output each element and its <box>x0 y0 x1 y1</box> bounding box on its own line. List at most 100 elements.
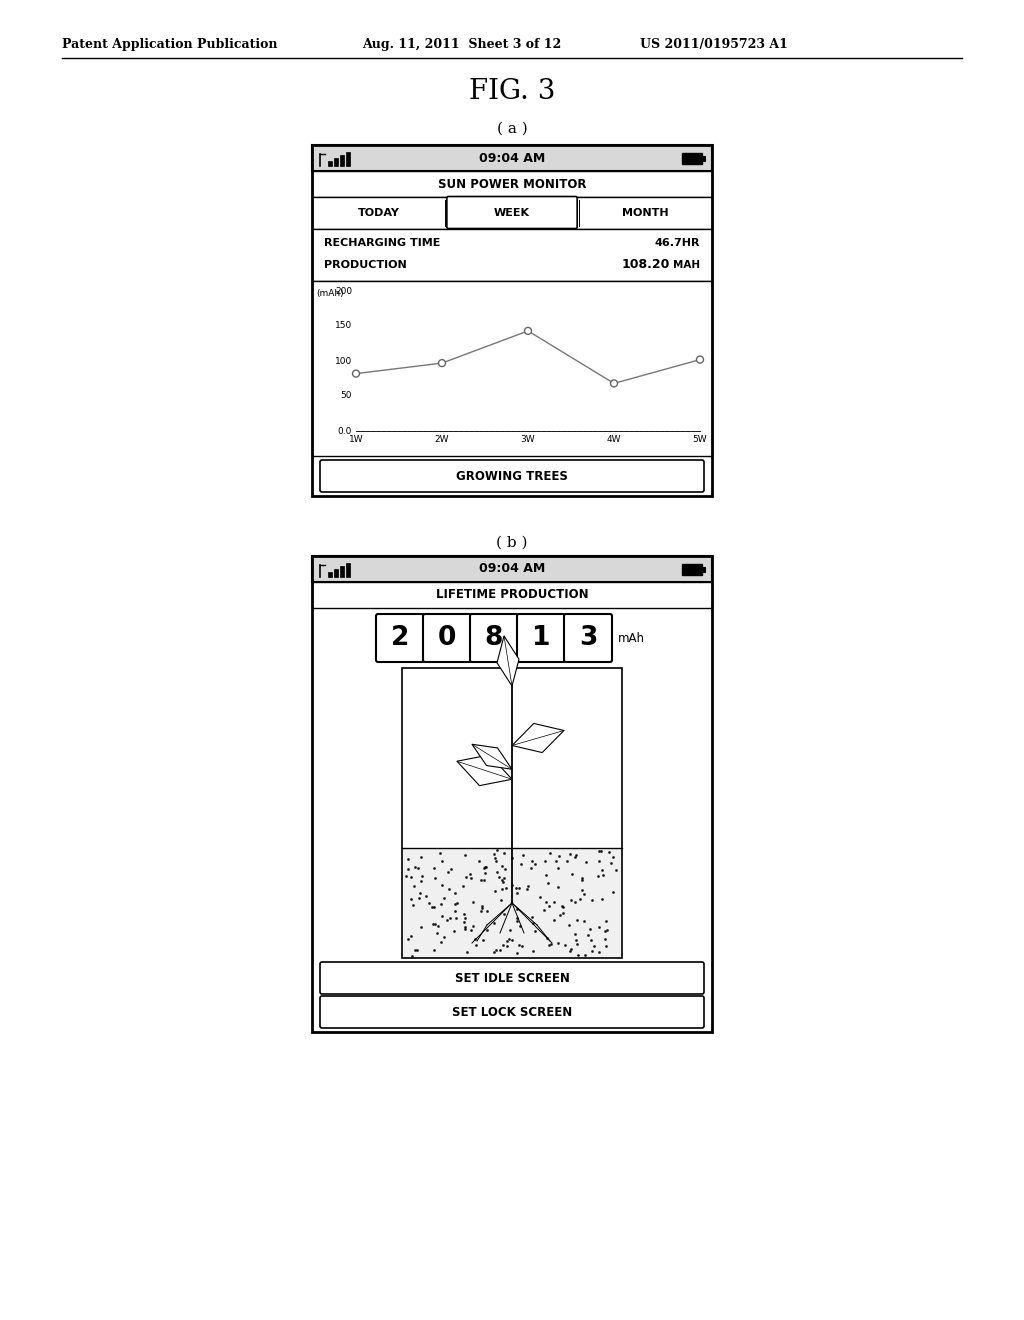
Text: 150: 150 <box>335 322 352 330</box>
Point <box>473 900 489 921</box>
Circle shape <box>610 380 617 387</box>
Point <box>487 850 504 871</box>
Text: (mAh): (mAh) <box>316 289 344 298</box>
Point <box>561 843 578 865</box>
Point <box>540 873 556 894</box>
Point <box>504 874 520 895</box>
Text: 46.7HR: 46.7HR <box>654 238 700 248</box>
Point <box>429 923 445 944</box>
Point <box>494 878 510 899</box>
Text: LIFETIME PRODUCTION: LIFETIME PRODUCTION <box>435 589 589 602</box>
Point <box>586 936 602 957</box>
Circle shape <box>524 327 531 334</box>
Point <box>597 920 613 941</box>
Point <box>445 920 462 941</box>
Point <box>573 879 590 900</box>
Text: FIG. 3: FIG. 3 <box>469 78 555 106</box>
Point <box>523 857 540 878</box>
Point <box>492 940 508 961</box>
Point <box>563 890 580 911</box>
Point <box>438 909 455 931</box>
Point <box>426 867 442 888</box>
Point <box>456 912 472 933</box>
Point <box>474 898 490 919</box>
Point <box>539 928 555 949</box>
Point <box>402 867 419 888</box>
Text: 0: 0 <box>438 624 456 651</box>
Point <box>538 851 554 873</box>
Bar <box>346 152 350 166</box>
Point <box>436 888 453 909</box>
Point <box>413 870 429 891</box>
Point <box>600 841 616 862</box>
Point <box>485 843 502 865</box>
FancyBboxPatch shape <box>319 962 705 994</box>
Point <box>485 912 502 933</box>
Point <box>399 858 416 879</box>
Point <box>425 913 441 935</box>
Point <box>434 906 451 927</box>
Text: SET IDLE SCREEN: SET IDLE SCREEN <box>455 972 569 985</box>
Point <box>404 895 421 916</box>
Point <box>509 911 525 932</box>
Point <box>433 894 450 915</box>
Point <box>524 850 541 871</box>
Point <box>471 850 487 871</box>
Point <box>446 894 463 915</box>
Point <box>572 888 589 909</box>
Point <box>485 941 502 962</box>
Point <box>427 913 443 935</box>
Bar <box>312 281 712 455</box>
Point <box>502 920 518 941</box>
Point <box>573 870 590 891</box>
Circle shape <box>438 359 445 367</box>
Point <box>546 909 562 931</box>
Point <box>568 845 585 866</box>
Text: WEEK: WEEK <box>494 209 530 218</box>
Point <box>525 940 542 961</box>
Point <box>541 895 557 916</box>
Point <box>406 875 422 896</box>
Point <box>457 908 473 929</box>
Bar <box>312 172 712 197</box>
Text: 200: 200 <box>335 286 352 296</box>
Point <box>593 888 609 909</box>
Point <box>457 916 473 937</box>
Point <box>426 939 442 960</box>
Bar <box>340 566 344 577</box>
Point <box>413 846 429 867</box>
Bar <box>702 568 705 572</box>
Point <box>496 903 512 924</box>
Point <box>426 896 442 917</box>
Point <box>447 900 464 921</box>
Point <box>584 890 600 911</box>
Point <box>441 907 458 928</box>
Point <box>413 916 429 937</box>
Point <box>398 866 415 887</box>
Point <box>538 892 554 913</box>
Point <box>584 940 600 961</box>
Point <box>488 862 505 883</box>
Text: TODAY: TODAY <box>357 209 399 218</box>
Point <box>570 945 587 966</box>
Bar <box>334 569 338 577</box>
Point <box>479 920 496 941</box>
Point <box>595 865 611 886</box>
Text: MONTH: MONTH <box>622 209 669 218</box>
Point <box>511 876 527 898</box>
Point <box>468 935 484 956</box>
Point <box>478 857 495 878</box>
Point <box>602 853 618 874</box>
Point <box>577 911 593 932</box>
Point <box>532 886 549 907</box>
Point <box>583 929 599 950</box>
Point <box>432 842 449 863</box>
Point <box>536 899 552 920</box>
Point <box>436 927 453 948</box>
Point <box>400 928 417 949</box>
Point <box>476 857 493 878</box>
Point <box>566 923 583 944</box>
Bar <box>312 556 712 582</box>
Point <box>407 940 423 961</box>
Point <box>550 933 566 954</box>
